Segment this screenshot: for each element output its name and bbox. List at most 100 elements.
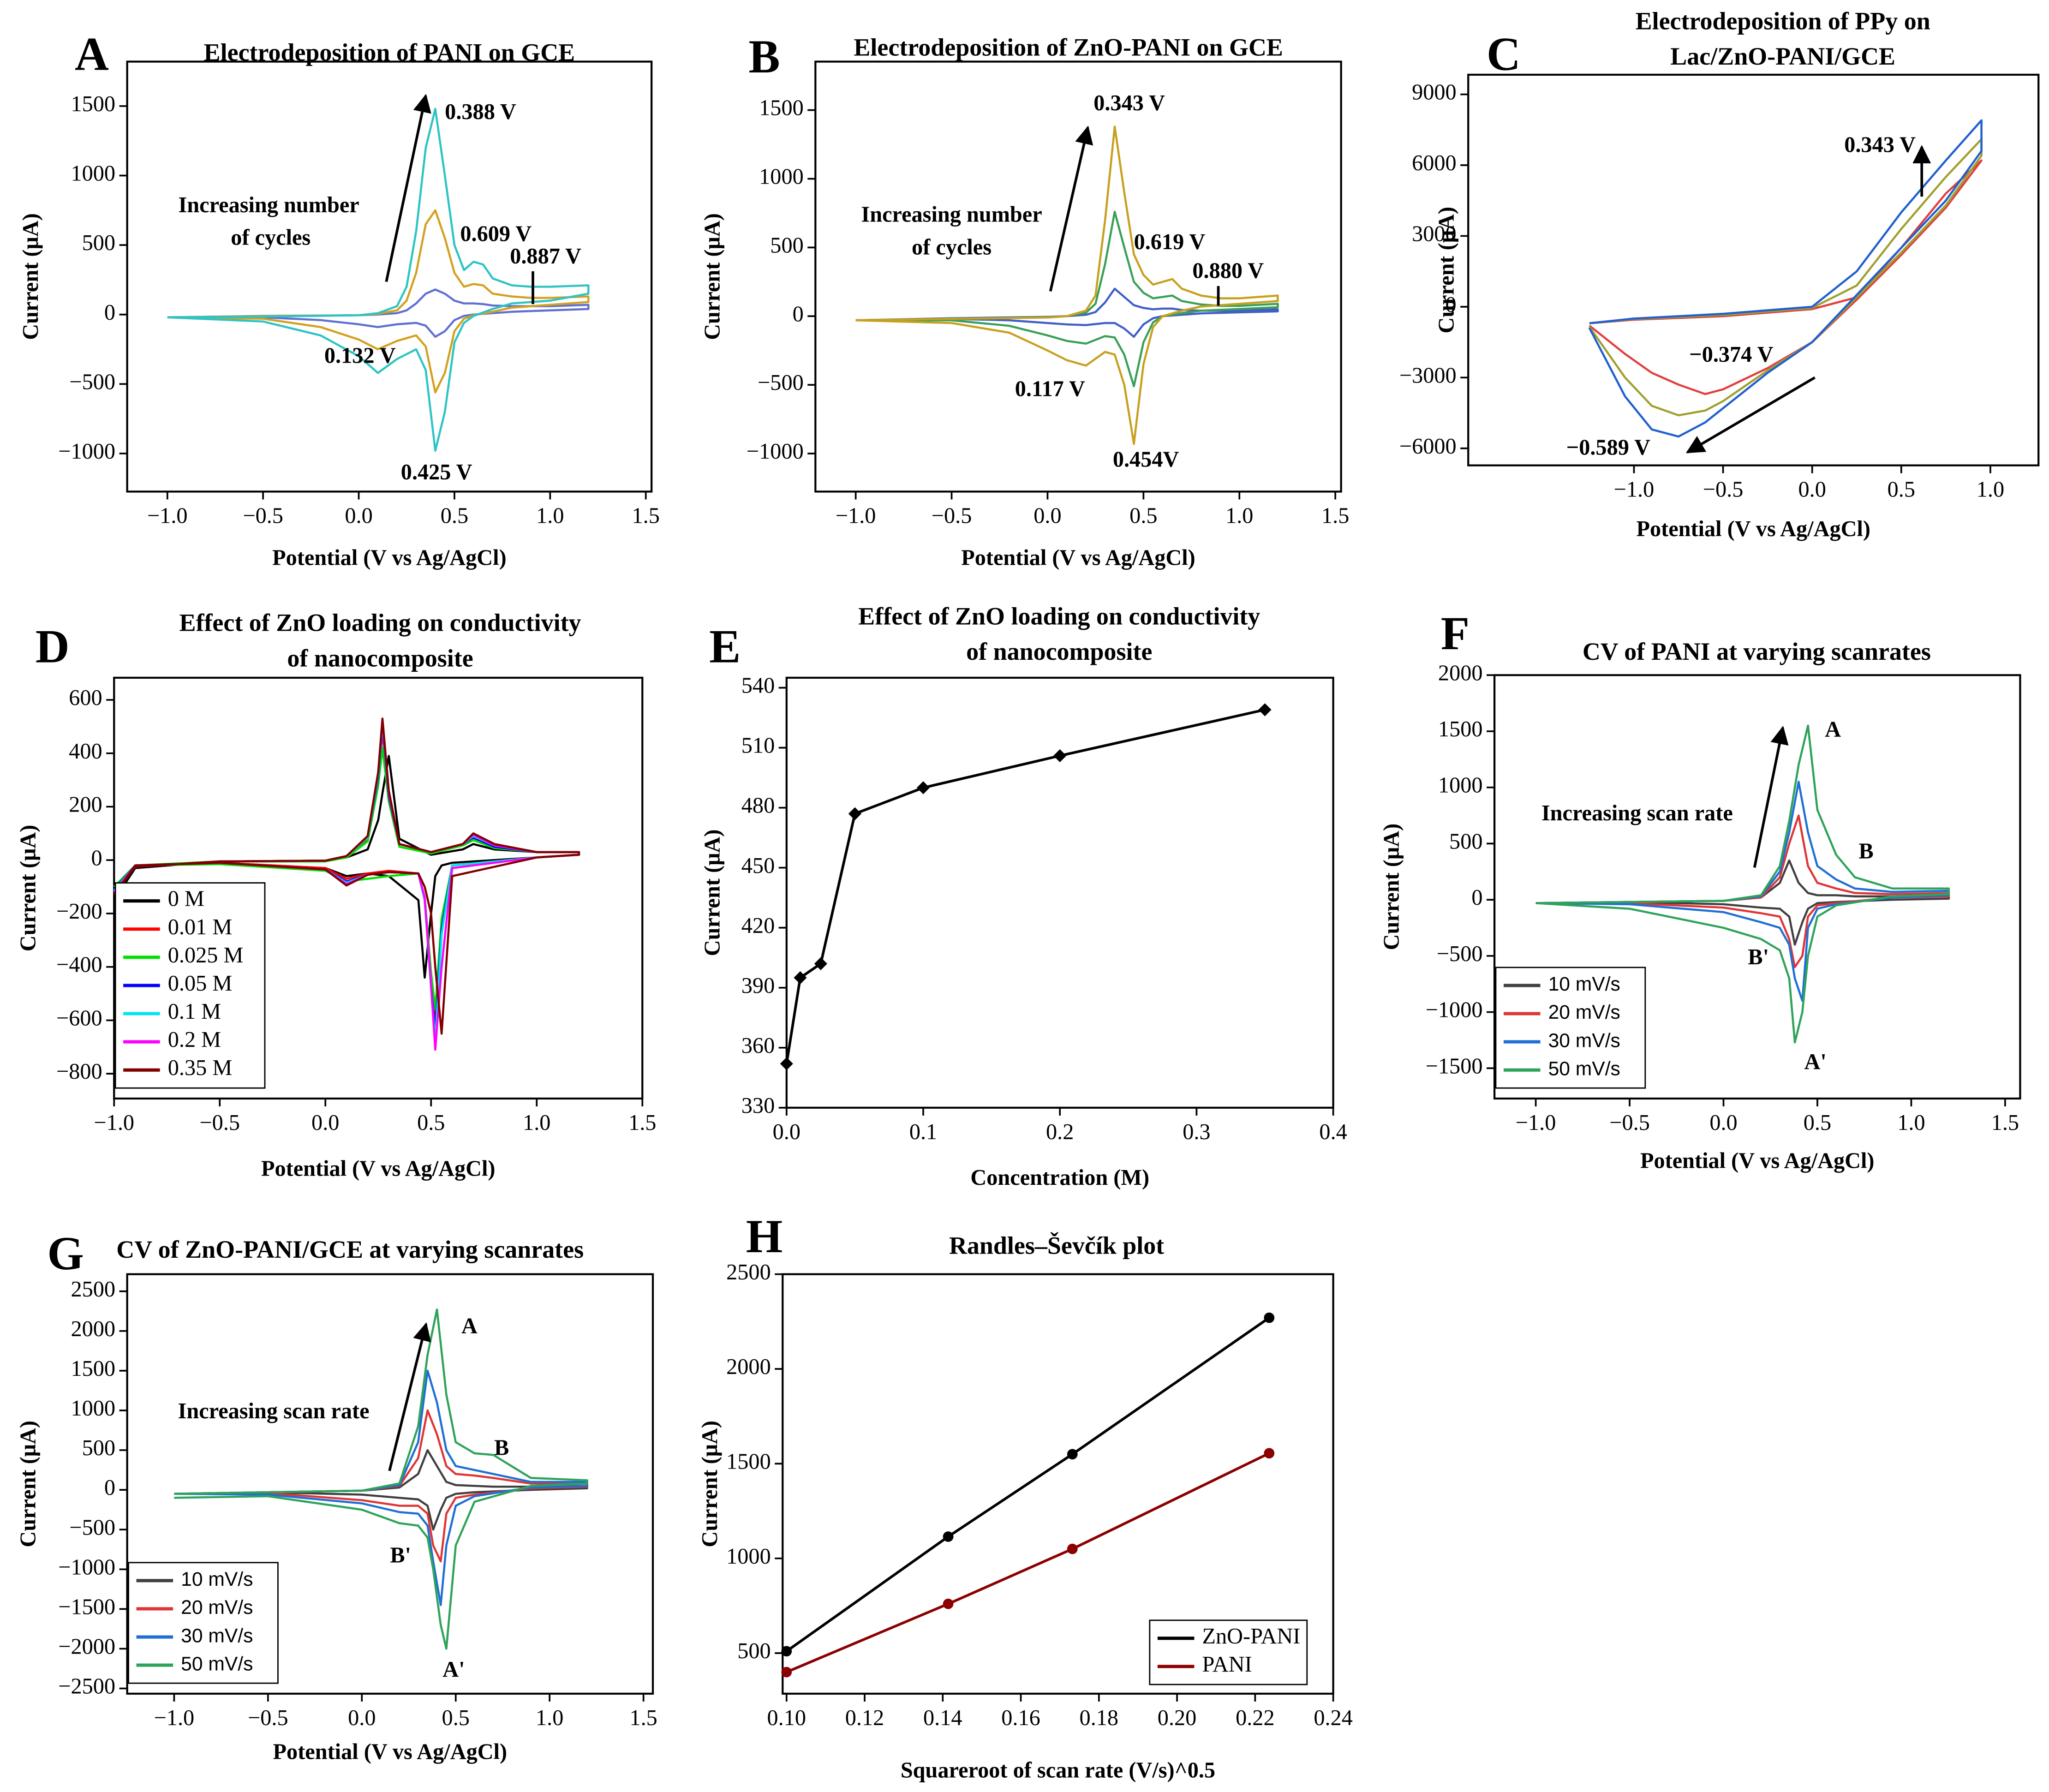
y-tick-label: 510 (741, 734, 775, 758)
x-tick-label: 0.12 (845, 1706, 884, 1730)
x-tick-label: 1.0 (1977, 478, 2004, 502)
y-tick-label: 1500 (726, 1449, 771, 1474)
x-tick-label: 0.0 (311, 1111, 339, 1135)
y-tick-label: 1500 (71, 1356, 115, 1381)
y-tick-label: −1000 (58, 1555, 115, 1579)
x-tick-label: −1.0 (147, 503, 188, 528)
y-axis-label: Current (μA) (1434, 207, 1459, 334)
y-tick-label: −600 (56, 1006, 102, 1030)
plot-frame (126, 60, 653, 493)
annotation: 0.343 V (1093, 91, 1165, 115)
data-line (1589, 138, 1983, 417)
arrow (1049, 125, 1093, 292)
chart-title: of nanocomposite (966, 638, 1152, 665)
x-tick-label: 0.20 (1158, 1706, 1197, 1730)
y-axis-label: Current (μA) (16, 1421, 40, 1547)
annotation: 0.887 V (510, 244, 581, 269)
legend-label: 0 M (168, 887, 204, 911)
chart-title: Effect of ZnO loading on conductivity (179, 609, 581, 637)
y-tick-label: 1000 (71, 161, 115, 186)
x-tick-label: 0.24 (1314, 1706, 1353, 1730)
data-line (1535, 724, 1950, 1044)
x-tick-label: 0.5 (417, 1111, 445, 1135)
x-tick-label: 0.3 (1183, 1120, 1210, 1144)
y-tick-label: −3000 (1399, 363, 1457, 388)
y-tick-label: −1500 (58, 1595, 115, 1619)
chart-title: Electrodeposition of PPy on (1636, 7, 1930, 35)
plot-frame (782, 1273, 1334, 1695)
annotation: 0.880 V (1192, 259, 1264, 283)
annotation: 0.425 V (401, 460, 472, 484)
y-tick-label: 500 (82, 1436, 115, 1460)
data-point (1067, 1543, 1078, 1554)
legend-label: ZnO-PANI (1202, 1624, 1300, 1649)
x-tick-label: 1.0 (523, 1111, 550, 1135)
annotation: Increasing scan rate (178, 1399, 370, 1423)
x-tick-label: 1.0 (1225, 503, 1253, 528)
annotation: B (494, 1436, 509, 1460)
x-tick-label: 0.0 (348, 1706, 376, 1730)
legend-label: 0.01 M (168, 915, 233, 939)
chart-title: CV of ZnO-PANI/GCE at varying scanrates (116, 1236, 584, 1263)
data-point (943, 1531, 954, 1542)
chart-title: CV of PANI at varying scanrates (1583, 638, 1931, 665)
data-line (167, 108, 590, 452)
annotation: B' (1748, 945, 1769, 969)
annotation: of cycles (912, 235, 992, 259)
annotation: A (1825, 717, 1841, 742)
legend-label: 30 mV/s (181, 1625, 253, 1647)
x-tick-label: 0.5 (441, 503, 468, 528)
y-tick-label: −500 (69, 370, 115, 394)
y-tick-label: −2500 (58, 1674, 115, 1699)
panel-letter: G (47, 1228, 84, 1280)
x-tick-label: 0.5 (442, 1706, 470, 1730)
y-tick-label: 3000 (1412, 221, 1457, 246)
y-tick-label: 0 (104, 1475, 115, 1500)
x-tick-label: 0.10 (767, 1706, 806, 1730)
data-point (916, 781, 930, 794)
y-tick-label: 400 (69, 739, 102, 764)
y-tick-label: −800 (56, 1059, 102, 1084)
arrow (388, 1322, 431, 1471)
y-tick-label: 1000 (726, 1544, 771, 1569)
y-tick-label: 2000 (726, 1355, 771, 1379)
legend-label: 10 mV/s (1548, 973, 1620, 995)
x-tick-label: 0.5 (1888, 478, 1915, 502)
panel-letter: B (748, 31, 780, 83)
x-axis-label: Squareroot of scan rate (V/s)^0.5 (901, 1758, 1215, 1782)
y-tick-label: −500 (1437, 942, 1483, 966)
data-line (167, 288, 590, 338)
x-tick-label: 0.4 (1319, 1120, 1347, 1144)
y-tick-label: 500 (1449, 829, 1482, 854)
x-tick-label: 0.16 (1001, 1706, 1040, 1730)
y-tick-label: 500 (737, 1639, 771, 1663)
x-tick-label: 1.5 (632, 503, 660, 528)
plot-frame (1467, 73, 2040, 466)
y-tick-label: 2000 (71, 1317, 115, 1341)
y-tick-label: 450 (741, 854, 775, 878)
chart-title: of nanocomposite (287, 644, 473, 672)
y-axis-label: Current (μA) (700, 213, 725, 340)
y-tick-label: 0 (793, 302, 804, 326)
arrow (1685, 376, 1816, 454)
annotation: Increasing number (178, 193, 359, 217)
data-point (943, 1598, 954, 1609)
y-tick-label: 9000 (1412, 80, 1457, 105)
data-point (814, 957, 827, 970)
chart-title: Randles–Ševčík plot (949, 1231, 1164, 1259)
arrow (1753, 726, 1789, 868)
annotation: 0.117 V (1015, 376, 1085, 401)
plot-frame (126, 1273, 654, 1695)
data-line (855, 210, 1279, 388)
x-tick-label: −0.5 (1703, 478, 1744, 502)
data-line (786, 1452, 1270, 1673)
x-axis-label: Potential (V vs Ag/AgCl) (273, 1740, 508, 1764)
y-axis-label: Current (μA) (698, 1421, 722, 1547)
annotation: −0.374 V (1689, 342, 1773, 367)
y-tick-label: 1000 (759, 165, 804, 189)
data-line (855, 287, 1279, 338)
y-tick-label: 1000 (71, 1396, 115, 1421)
data-line (113, 717, 580, 1035)
annotation: B (1858, 839, 1873, 863)
